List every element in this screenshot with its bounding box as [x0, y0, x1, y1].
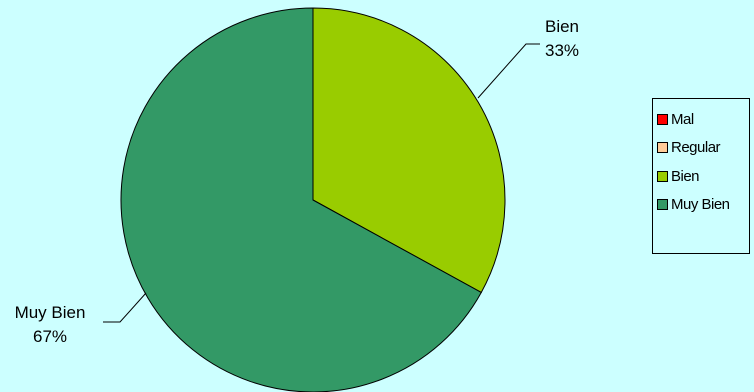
leader-line-muy-bien [103, 292, 147, 323]
legend-swatch-bien [657, 170, 668, 182]
legend-swatch-muy-bien [657, 199, 668, 211]
legend-label-bien: Bien [671, 167, 700, 185]
legend-swatch-regular [657, 142, 668, 154]
legend-item-mal: Mal [657, 105, 749, 134]
legend-label-regular: Regular [671, 139, 721, 157]
legend-label-mal: Mal [671, 110, 694, 128]
data-label-percent-bien: 33% [545, 41, 579, 60]
legend-item-muy-bien: Muy Bien [657, 191, 749, 220]
legend-item-bien: Bien [657, 162, 749, 191]
legend-item-regular: Regular [657, 134, 749, 163]
leader-line-bien [477, 43, 540, 99]
data-label-category-bien: Bien [545, 17, 579, 36]
legend-swatch-mal [657, 113, 668, 125]
data-label-category-muy-bien: Muy Bien [15, 303, 86, 322]
pie-slice-muy-bien [120, 7, 482, 392]
legend-label-muy-bien: Muy Bien [671, 196, 730, 214]
pie-slice-bien [312, 7, 506, 294]
chart-legend: Mal Regular Bien Muy Bien [652, 98, 750, 254]
data-label-percent-muy-bien: 67% [33, 327, 67, 346]
